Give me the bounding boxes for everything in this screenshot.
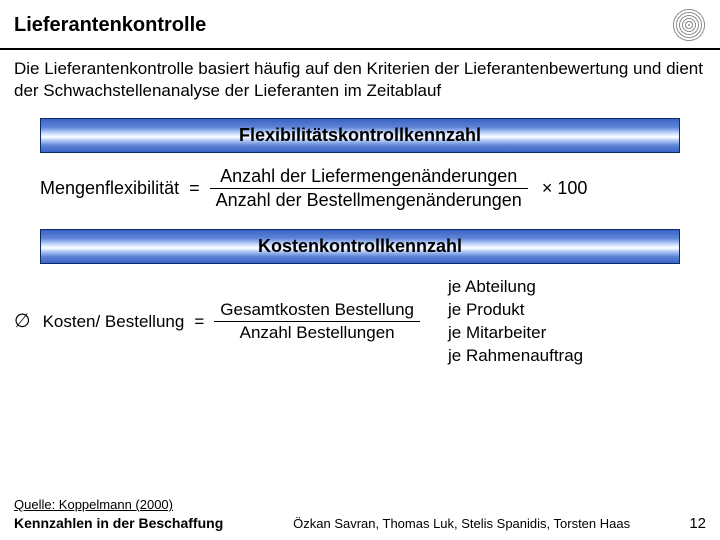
formula1-lhs: Mengenflexibilität bbox=[40, 178, 179, 199]
slide-header: Lieferantenkontrolle bbox=[0, 0, 720, 50]
equals-sign-2: = bbox=[194, 312, 204, 332]
per-item: je Mitarbeiter bbox=[448, 322, 583, 345]
slide-title: Lieferantenkontrolle bbox=[14, 14, 206, 37]
banner-cost: Kostenkontrollkennzahl bbox=[40, 229, 680, 264]
intro-paragraph: Die Lieferantenkontrolle basiert häufig … bbox=[0, 50, 720, 108]
banner-flexibility: Flexibilitätskontrollkennzahl bbox=[40, 118, 680, 153]
formula1-denominator: Anzahl der Bestellmengenänderungen bbox=[210, 189, 528, 213]
per-item: je Abteilung bbox=[448, 276, 583, 299]
average-symbol: ∅ bbox=[14, 310, 33, 333]
formula1-fraction: Anzahl der Liefermengenänderungen Anzahl… bbox=[210, 165, 528, 214]
formula2-denominator: Anzahl Bestellungen bbox=[234, 322, 401, 345]
per-list: je Abteilung je Produkt je Mitarbeiter j… bbox=[430, 276, 583, 368]
logo-icon bbox=[672, 8, 706, 42]
document-title: Kennzahlen in der Beschaffung bbox=[14, 515, 223, 531]
authors: Özkan Savran, Thomas Luk, Stelis Spanidi… bbox=[223, 516, 676, 531]
formula2-numerator: Gesamtkosten Bestellung bbox=[214, 299, 420, 322]
equals-sign: = bbox=[189, 178, 200, 199]
formula1-suffix: × 100 bbox=[538, 178, 588, 199]
formula-flexibility: Mengenflexibilität = Anzahl der Lieferme… bbox=[0, 157, 720, 220]
formula-cost: ∅ Kosten/ Bestellung = Gesamtkosten Best… bbox=[0, 268, 720, 374]
source-citation: Quelle: Koppelmann (2000) bbox=[14, 497, 706, 512]
slide-footer: Quelle: Koppelmann (2000) Kennzahlen in … bbox=[0, 493, 720, 540]
formula1-numerator: Anzahl der Liefermengenänderungen bbox=[214, 165, 523, 189]
formula2-fraction: Gesamtkosten Bestellung Anzahl Bestellun… bbox=[214, 299, 420, 345]
page-number: 12 bbox=[676, 515, 706, 532]
per-item: je Rahmenauftrag bbox=[448, 345, 583, 368]
formula2-lhs: Kosten/ Bestellung bbox=[43, 312, 185, 332]
per-item: je Produkt bbox=[448, 299, 583, 322]
